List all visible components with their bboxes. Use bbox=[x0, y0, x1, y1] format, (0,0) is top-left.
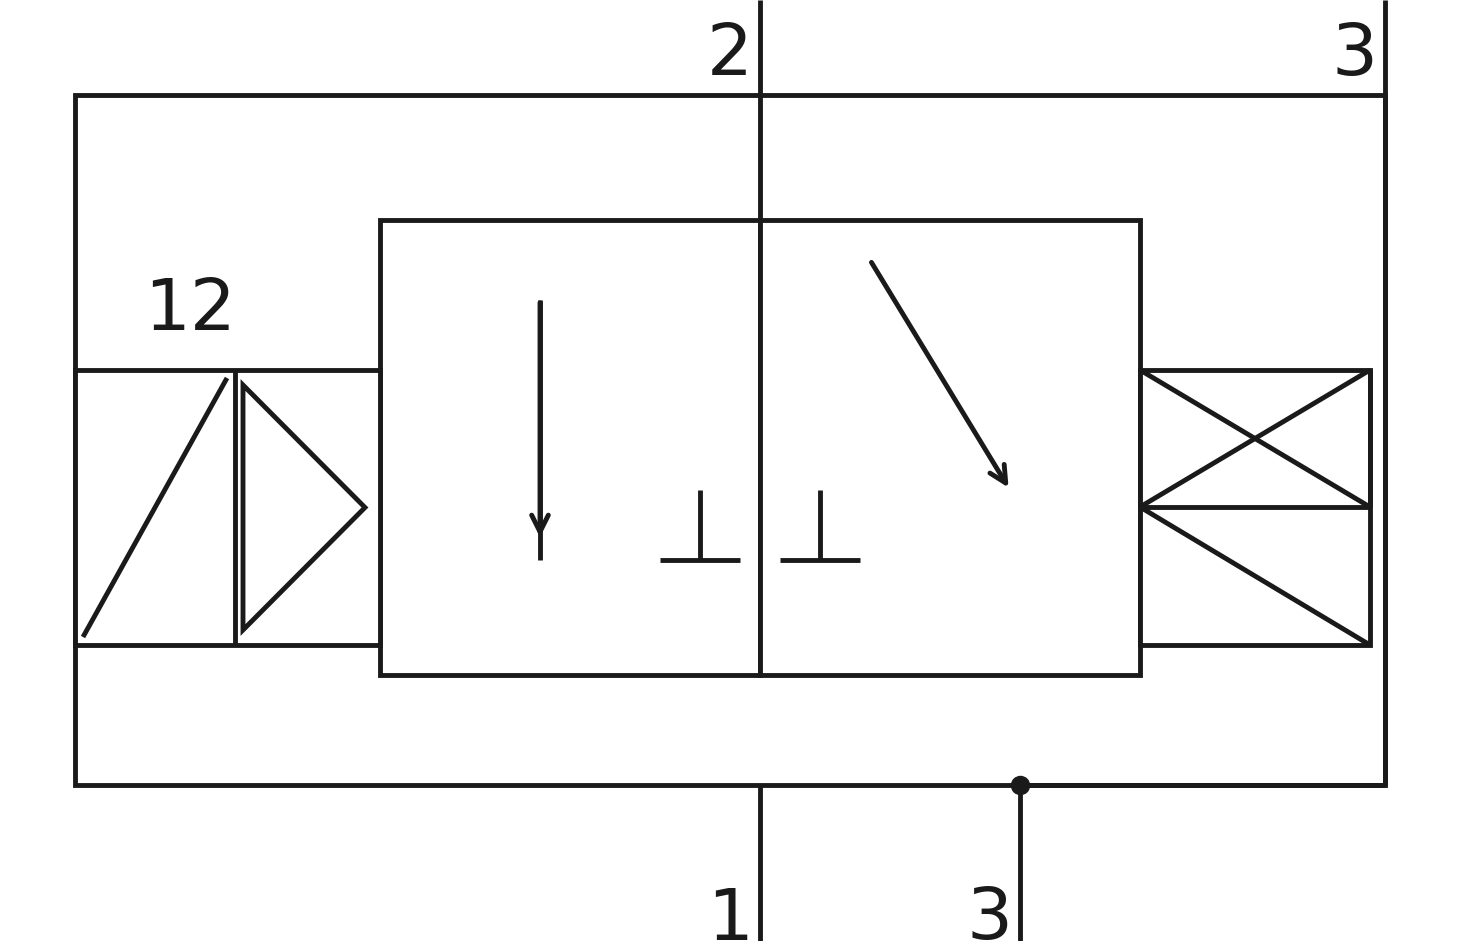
Bar bbox=[381, 220, 760, 675]
Bar bbox=[74, 95, 1385, 785]
Polygon shape bbox=[243, 385, 364, 630]
Bar bbox=[1140, 370, 1371, 645]
Text: 12: 12 bbox=[144, 276, 236, 344]
Text: 1: 1 bbox=[707, 885, 752, 941]
Text: 2: 2 bbox=[707, 21, 752, 89]
Text: 3: 3 bbox=[967, 885, 1013, 941]
Bar bbox=[760, 220, 1140, 675]
Bar bbox=[74, 370, 381, 645]
Text: 3: 3 bbox=[1333, 21, 1378, 89]
